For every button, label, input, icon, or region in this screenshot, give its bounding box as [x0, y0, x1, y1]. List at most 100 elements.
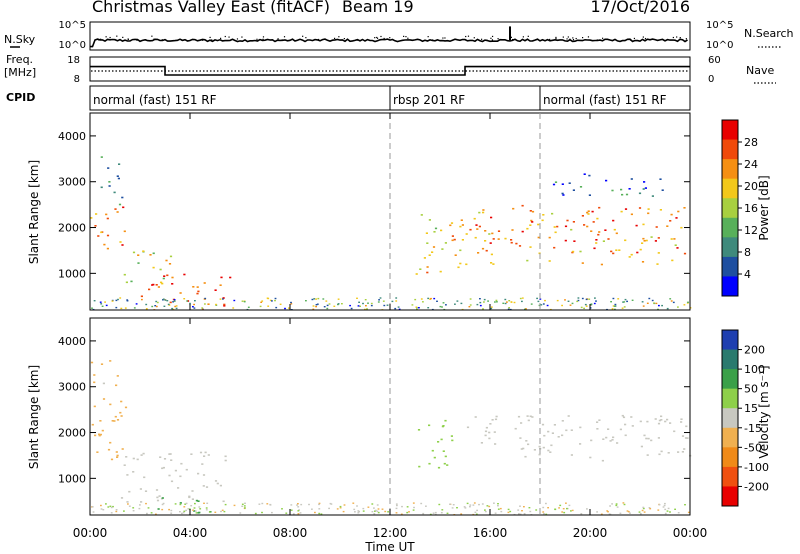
- heatmap-cell: [466, 502, 469, 505]
- heatmap-cell: [617, 298, 620, 300]
- heatmap-cell: [450, 435, 453, 437]
- heatmap-cell: [135, 303, 138, 305]
- heatmap-cell: [422, 512, 425, 515]
- nsearch-series-dots: [97, 35, 687, 42]
- nsearch-point: [202, 39, 204, 41]
- heatmap-cell: [112, 505, 114, 508]
- heatmap-cell: [551, 212, 554, 215]
- heatmap-cell: [116, 456, 119, 458]
- nsearch-point: [105, 36, 107, 38]
- heatmap-cell: [624, 208, 628, 210]
- heatmap-cell: [108, 185, 111, 187]
- heatmap-cell: [639, 420, 642, 423]
- heatmap-cell: [630, 253, 633, 256]
- heatmap-cell: [99, 433, 102, 436]
- heatmap-cell: [172, 308, 175, 311]
- heatmap-cell: [504, 302, 507, 305]
- nsearch-point: [241, 36, 243, 38]
- nsearch-point: [389, 37, 391, 39]
- heatmap-cell: [379, 297, 382, 299]
- heatmap-cell: [590, 439, 593, 442]
- heatmap-cell: [611, 189, 614, 192]
- heatmap-cell: [651, 299, 654, 302]
- heatmap-cell: [216, 482, 219, 485]
- heatmap-cell: [439, 305, 442, 308]
- heatmap-cell: [229, 276, 232, 279]
- nsearch-point: [642, 36, 644, 38]
- heatmap-cell: [495, 415, 498, 418]
- heatmap-cell: [564, 239, 567, 242]
- heatmap-cell: [497, 505, 499, 507]
- heatmap-cell: [122, 206, 125, 209]
- heatmap-cell: [258, 503, 261, 505]
- colorbar-swatch: [722, 466, 738, 487]
- heatmap-cell: [195, 499, 198, 502]
- colorbar-tick-label: -200: [744, 480, 769, 493]
- heatmap-cell: [373, 507, 375, 509]
- heatmap-cell: [572, 189, 575, 191]
- colorbar-tick-label: 20: [744, 180, 758, 193]
- heatmap-cell: [155, 305, 158, 308]
- heatmap-cell: [457, 266, 460, 269]
- heatmap-cell: [568, 504, 571, 507]
- velocity-heatmap: [90, 360, 692, 516]
- heatmap-cell: [206, 502, 209, 504]
- heatmap-cell: [161, 508, 164, 511]
- heatmap-cell: [167, 303, 170, 306]
- ytick-label: 1000: [58, 267, 86, 280]
- nsearch-point: [180, 39, 183, 41]
- heatmap-cell: [683, 304, 686, 306]
- heatmap-cell: [99, 420, 102, 422]
- heatmap-cell: [183, 510, 186, 512]
- nsearch-point: [587, 36, 590, 38]
- heatmap-cell: [219, 484, 222, 487]
- heatmap-cell: [441, 509, 444, 511]
- heatmap-cell: [466, 426, 470, 429]
- heatmap-cell: [537, 300, 540, 303]
- heatmap-cell: [646, 454, 649, 456]
- heatmap-cell: [109, 505, 112, 507]
- heatmap-cell: [522, 447, 525, 450]
- heatmap-cell: [438, 503, 441, 506]
- heatmap-cell: [428, 462, 431, 465]
- nsearch-point: [161, 39, 163, 41]
- power-yticks: 4000 3000 2000 1000: [58, 130, 690, 280]
- heatmap-cell: [590, 230, 593, 232]
- heatmap-cell: [366, 308, 368, 310]
- colorbar-swatch: [722, 486, 738, 507]
- heatmap-cell: [170, 509, 173, 512]
- nsearch-point: [465, 35, 467, 38]
- heatmap-cell: [553, 424, 556, 426]
- heatmap-cell: [420, 298, 423, 300]
- heatmap-cell: [126, 474, 129, 476]
- heatmap-cell: [583, 173, 586, 175]
- heatmap-cell: [214, 511, 217, 513]
- heatmap-cell: [376, 510, 379, 512]
- heatmap-cell: [659, 178, 662, 180]
- heatmap-cell: [490, 253, 493, 256]
- heatmap-cell: [222, 500, 225, 503]
- nsearch-point: [236, 38, 239, 40]
- heatmap-cell: [201, 308, 204, 311]
- heatmap-cell: [181, 512, 183, 515]
- heatmap-cell: [669, 422, 672, 424]
- heatmap-cell: [326, 304, 329, 307]
- freq-label-2: [MHz]: [4, 66, 36, 79]
- heatmap-cell: [674, 508, 676, 510]
- heatmap-cell: [658, 504, 661, 506]
- heatmap-cell: [146, 512, 148, 515]
- heatmap-cell: [670, 300, 673, 302]
- heatmap-cell: [478, 211, 481, 214]
- heatmap-cell: [612, 305, 615, 307]
- heatmap-cell: [320, 513, 323, 515]
- colorbar-tick-label: 4: [744, 268, 751, 281]
- heatmap-cell: [517, 509, 520, 511]
- heatmap-cell: [515, 242, 518, 245]
- heatmap-cell: [456, 507, 458, 509]
- heatmap-cell: [451, 507, 454, 509]
- heatmap-cell: [546, 304, 549, 307]
- heatmap-cell: [674, 244, 677, 246]
- heatmap-cell: [406, 511, 409, 514]
- heatmap-cell: [615, 503, 618, 505]
- heatmap-cell: [524, 308, 526, 310]
